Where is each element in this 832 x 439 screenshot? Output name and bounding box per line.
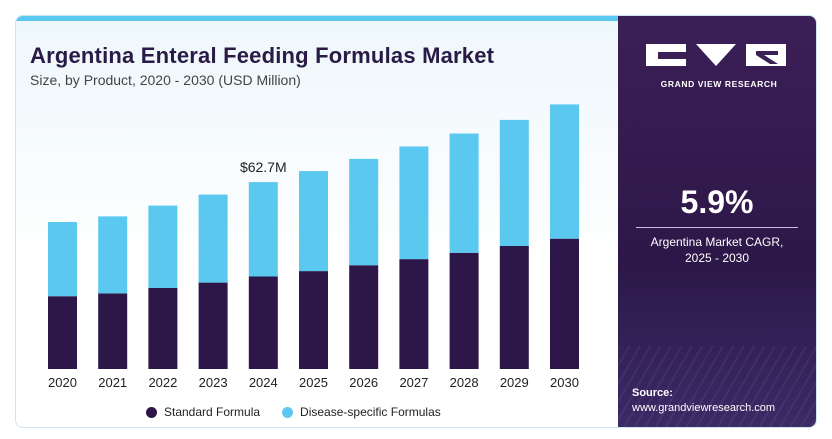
bar-disease-specific-2023 xyxy=(198,194,228,283)
bar-standard-2021 xyxy=(98,293,128,369)
bar-disease-specific-2025 xyxy=(299,171,328,272)
cagr-label: Argentina Market CAGR, 2025 - 2030 xyxy=(618,234,816,266)
x-tick-label: 2029 xyxy=(500,375,529,390)
chart-title: Argentina Enteral Feeding Formulas Marke… xyxy=(30,43,495,68)
x-tick-label: 2027 xyxy=(399,375,428,390)
bar-disease-specific-2029 xyxy=(499,119,529,246)
source: Source: www.grandviewresearch.com xyxy=(632,386,775,416)
bar-standard-2028 xyxy=(449,252,479,369)
bar-disease-specific-2021 xyxy=(98,216,128,294)
decorative-mesh xyxy=(618,346,816,427)
sidebar: GRAND VIEW RESEARCH 5.9% Argentina Marke… xyxy=(618,16,816,427)
bar-standard-2024 xyxy=(248,276,278,369)
x-tick-label: 2021 xyxy=(98,375,127,390)
accent-bar xyxy=(16,16,618,21)
x-tick-label: 2022 xyxy=(148,375,177,390)
x-tick-label: 2023 xyxy=(199,375,228,390)
chart-card: Argentina Enteral Feeding Formulas Marke… xyxy=(15,15,817,428)
bar-disease-specific-2022 xyxy=(148,205,178,288)
chart-panel: Argentina Enteral Feeding Formulas Marke… xyxy=(16,21,618,427)
bar-standard-2026 xyxy=(349,265,379,369)
x-tick-label: 2026 xyxy=(349,375,378,390)
source-label: Source: xyxy=(632,387,673,399)
bar-standard-2030 xyxy=(550,238,579,369)
cagr-label-line1: Argentina Market CAGR, xyxy=(650,235,784,249)
bar-disease-specific-2020 xyxy=(48,222,77,297)
bar-standard-2025 xyxy=(299,271,328,369)
cagr-label-line2: 2025 - 2030 xyxy=(684,251,750,265)
x-tick-label: 2020 xyxy=(48,375,77,390)
x-tick-label: 2025 xyxy=(299,375,328,390)
bar-disease-specific-2024 xyxy=(248,182,278,277)
legend-label-disease-specific: Disease-specific Formulas xyxy=(300,405,441,419)
bar-standard-2029 xyxy=(499,245,529,369)
cagr-value: 5.9% xyxy=(680,184,754,220)
brand-name: GRAND VIEW RESEARCH xyxy=(660,79,778,89)
source-url[interactable]: www.grandviewresearch.com xyxy=(632,402,776,414)
legend-dot-disease-specific xyxy=(282,406,294,418)
logo-mark-icon xyxy=(646,44,786,66)
legend-item-standard: Standard Formula xyxy=(146,405,260,419)
legend-dot-standard xyxy=(146,406,157,418)
legend-label-standard: Standard Formula xyxy=(164,405,261,419)
x-tick-label: 2030 xyxy=(550,375,579,390)
bar-standard-2022 xyxy=(148,288,178,369)
chart-subtitle: Size, by Product, 2020 - 2030 (USD Milli… xyxy=(30,72,301,88)
bar-standard-2020 xyxy=(48,296,77,369)
legend: Standard Formula Disease-specific Formul… xyxy=(146,405,463,419)
bar-disease-specific-2030 xyxy=(550,104,579,239)
legend-item-disease-specific: Disease-specific Formulas xyxy=(282,405,441,419)
brand-logo: GRAND VIEW RESEARCH xyxy=(644,38,794,98)
divider xyxy=(636,227,798,228)
bar-disease-specific-2026 xyxy=(349,158,379,266)
bar-standard-2023 xyxy=(198,282,228,369)
data-label-annotation: $62.7M xyxy=(240,159,287,175)
x-tick-label: 2028 xyxy=(450,375,479,390)
bar-chart: 2020 2021 2022 2023 2024 $62.7M 2025 2026 2027 20… xyxy=(48,104,579,390)
x-tick-label: 2024 xyxy=(249,375,278,390)
bar-disease-specific-2028 xyxy=(449,133,479,253)
bar-disease-specific-2027 xyxy=(399,146,429,260)
bar-standard-2027 xyxy=(399,259,429,369)
